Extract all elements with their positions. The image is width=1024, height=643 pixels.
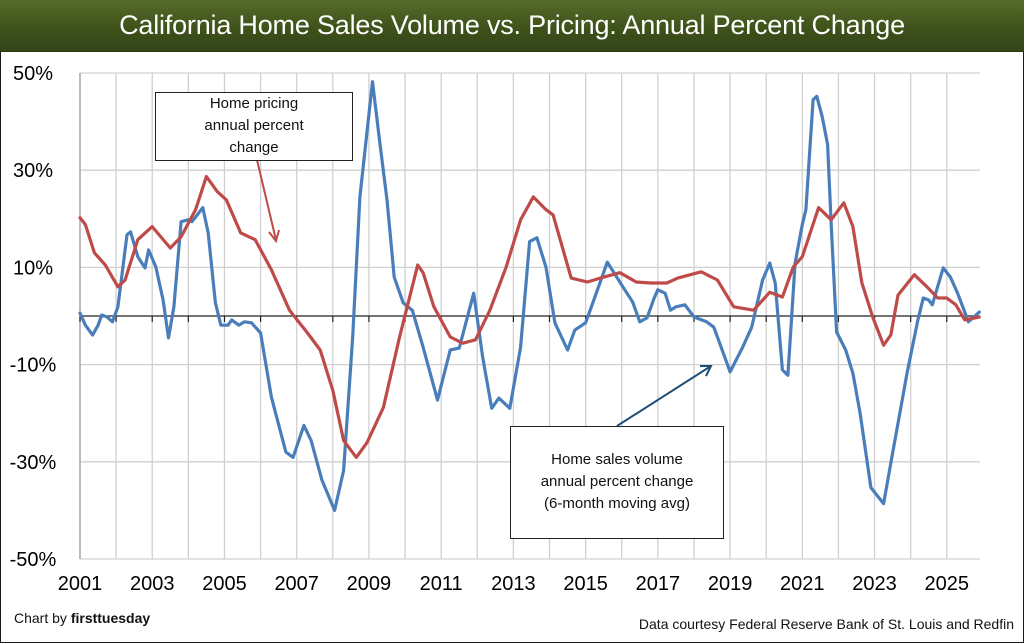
x-tick-label: 2005 xyxy=(202,573,247,595)
credit-prefix: Chart by xyxy=(14,610,71,626)
chart-title: California Home Sales Volume vs. Pricing… xyxy=(119,10,905,40)
x-tick-label: 2013 xyxy=(491,573,536,595)
y-tick-label: -10% xyxy=(10,355,57,377)
pricing-series-line xyxy=(78,174,981,459)
chart-credit: Chart by firsttuesday xyxy=(14,610,150,626)
x-tick-label: 2025 xyxy=(925,573,970,595)
y-tick-label: 50% xyxy=(13,63,53,85)
pricing-annotation-line: Home pricing xyxy=(209,95,299,112)
x-tick-label: 2019 xyxy=(708,573,753,595)
x-tick-label: 2007 xyxy=(274,573,319,595)
y-tick-label: 10% xyxy=(13,257,53,279)
x-tick-label: 2017 xyxy=(636,573,681,595)
y-tick-label: -50% xyxy=(10,549,57,571)
volume-annotation-line: annual percent change xyxy=(540,473,694,490)
x-tick-label: 2011 xyxy=(420,573,463,595)
series-layer xyxy=(78,80,981,512)
x-tick-label: 2021 xyxy=(780,573,825,595)
annotation-arrows xyxy=(256,159,713,427)
y-tick-label: -30% xyxy=(10,452,57,474)
y-tick-label: 30% xyxy=(13,160,53,182)
pricing-annotation-box: Home pricing annual percent change xyxy=(155,92,353,161)
credit-brand: firsttuesday xyxy=(70,610,151,626)
title-bar: California Home Sales Volume vs. Pricing… xyxy=(0,0,1024,52)
volume-annotation-box: Home sales volume annual percent change … xyxy=(510,426,724,539)
data-source: Data courtesy Federal Reserve Bank of St… xyxy=(638,616,1014,632)
pricing-annotation-line: annual percent xyxy=(204,117,304,134)
volume-arrowhead xyxy=(700,365,713,377)
x-tick-label: 2023 xyxy=(852,573,897,595)
tick-labels: 50% 30% 10% -10% -30% -50%2001 2003 2005 2007 200… xyxy=(10,63,969,595)
x-tick-label: 2015 xyxy=(563,573,608,595)
x-tick-label: 2009 xyxy=(347,573,392,595)
pricing-annotation-arrow xyxy=(256,159,277,241)
volume-annotation-arrow xyxy=(616,365,712,427)
x-tick-label: 2003 xyxy=(130,573,175,595)
pricing-arrowhead xyxy=(268,229,280,244)
pricing-annotation-line: change xyxy=(229,139,279,156)
x-tick-label: 2001 xyxy=(58,573,103,595)
volume-annotation-line: Home sales volume xyxy=(551,451,683,468)
volume-annotation-line: (6-month moving avg) xyxy=(544,495,690,512)
